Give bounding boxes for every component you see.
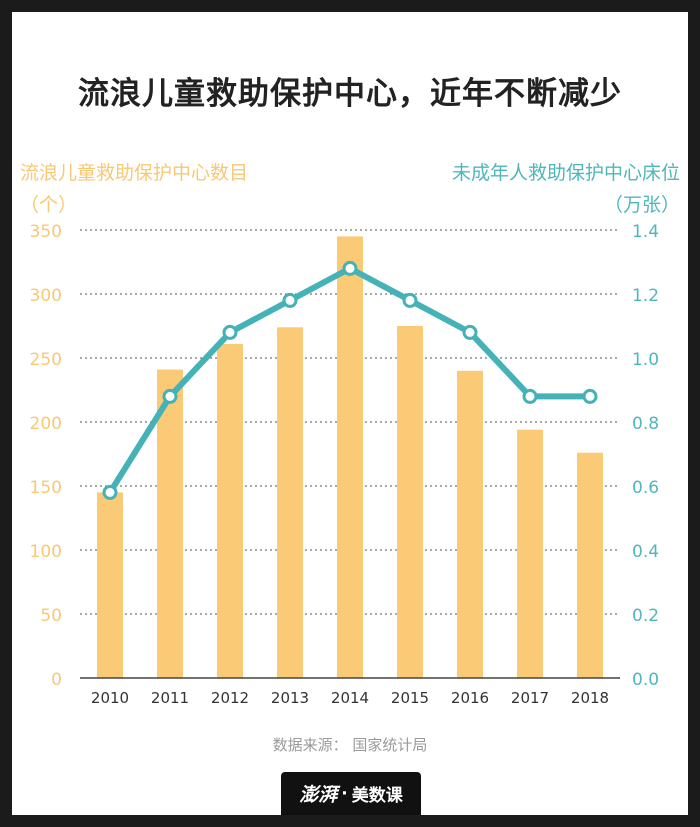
bar-2017 [517, 429, 543, 678]
chart-title: 流浪儿童救助保护中心，近年不断减少 [78, 76, 622, 112]
line-point-2014 [342, 260, 358, 276]
left-tick-label: 150 [30, 478, 62, 498]
logo-badge: 澎湃 · 美数课 [281, 772, 421, 815]
right-tick-label: 0.0 [632, 670, 659, 690]
logo-separator: · [341, 783, 348, 804]
bar-2018 [577, 452, 603, 678]
right-axis-title: 未成年人救助保护中心床位 [451, 162, 680, 184]
bar-2015 [397, 326, 423, 678]
line-point-2015 [402, 292, 418, 308]
right-tick-label: 1.4 [632, 222, 659, 242]
right-tick-label: 0.4 [632, 542, 659, 562]
right-axis-unit: （万张） [603, 194, 680, 216]
left-tick-label: 350 [30, 222, 62, 242]
x-tick-label: 2011 [151, 689, 189, 707]
logo-product: 美数课 [351, 786, 403, 806]
left-tick-label: 300 [30, 286, 62, 306]
x-tick-label: 2014 [331, 689, 369, 707]
left-tick-label: 250 [30, 350, 62, 370]
line-point-2010 [102, 484, 118, 500]
line-point-2011 [162, 388, 178, 404]
right-tick-label: 1.2 [632, 286, 659, 306]
line-point-2012 [222, 324, 238, 340]
line-point-2013 [282, 292, 298, 308]
right-tick-label: 0.2 [632, 606, 659, 626]
left-tick-label: 0 [51, 670, 62, 690]
bar-2010 [97, 492, 123, 678]
left-tick-label: 200 [30, 414, 62, 434]
left-tick-label: 50 [40, 606, 62, 626]
x-tick-label: 2013 [271, 689, 309, 707]
bar-2012 [217, 343, 243, 678]
logo-brand: 澎湃 [299, 784, 338, 806]
bar-2011 [157, 369, 183, 678]
combo-chart: 0 50 100 150 200 250 300 350 0.0 0.2 0.4 0.6 0.8 1.0 1… [30, 222, 660, 707]
right-tick-label: 0.8 [632, 414, 659, 434]
line-point-2018 [582, 388, 598, 404]
left-axis-title: 流浪儿童救助保护中心数目 [20, 162, 249, 184]
line-point-2017 [522, 388, 538, 404]
x-tick-label: 2015 [391, 689, 429, 707]
bar-2013 [277, 327, 303, 678]
chart-card: 流浪儿童救助保护中心，近年不断减少 流浪儿童救助保护中心数目 （个） 未成年人救… [12, 12, 688, 815]
left-tick-label: 100 [30, 542, 62, 562]
x-tick-label: 2018 [571, 689, 609, 707]
x-tick-label: 2012 [211, 689, 249, 707]
x-tick-label: 2017 [511, 689, 549, 707]
right-tick-label: 0.6 [632, 478, 659, 498]
left-axis-unit: （个） [20, 194, 78, 216]
x-tick-label: 2010 [91, 689, 129, 707]
source-note: 数据来源： 国家统计局 [272, 736, 428, 754]
right-tick-label: 1.0 [632, 350, 659, 370]
line-point-2016 [462, 324, 478, 340]
bar-2016 [457, 370, 483, 678]
x-tick-label: 2016 [451, 689, 489, 707]
bar-2014 [337, 236, 363, 678]
